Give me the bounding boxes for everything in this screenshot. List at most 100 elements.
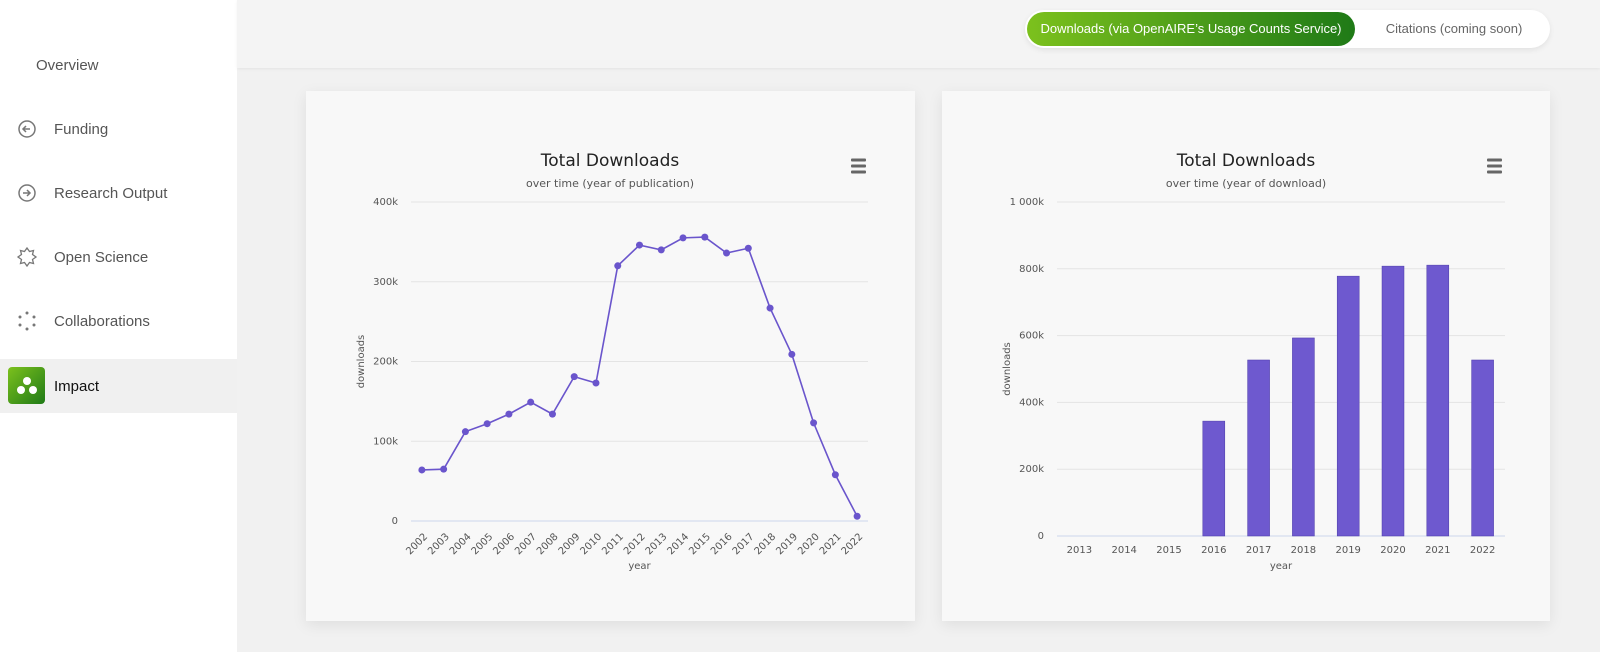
x-tick-label: 2006 [491,531,517,557]
nav-label: Research Output [54,184,168,202]
nav-label: Open Science [54,248,149,266]
x-tick-label: 2009 [557,531,583,557]
x-tick-label: 2022 [840,531,866,557]
bar [1381,265,1405,537]
data-point [701,233,709,241]
x-tick-label: 2011 [600,531,626,557]
data-point [440,465,448,473]
x-axis-title: year [628,561,651,572]
nav-label: Funding [54,120,109,138]
y-tick-label: 300k [373,277,398,288]
y-tick-label: 200k [373,357,398,368]
data-point [570,373,578,381]
data-point [592,379,600,387]
bar [1247,359,1270,537]
nav-label: Overview [36,56,99,74]
tab-bar: Downloads (via OpenAIRE’s Usage Counts S… [1025,10,1550,48]
chart-subtitle: over time (year of download) [1166,177,1326,190]
bar [1426,264,1450,537]
data-point [788,350,796,358]
tab[interactable]: Citations (coming soon) [1385,21,1523,36]
y-tick-label: 800k [1019,264,1044,275]
x-tick-label: 2016 [1201,545,1226,556]
x-tick-label: 2008 [535,531,561,557]
data-point [657,246,665,254]
data-point [527,398,535,406]
x-axis-title: year [1270,561,1293,572]
nav-item[interactable]: Research Output [0,166,237,220]
data-point [679,234,687,242]
x-tick-label: 2019 [1335,545,1360,556]
data-point [766,304,774,312]
data-point [548,410,556,418]
bar [1471,359,1494,537]
x-tick-label: 2016 [709,531,735,557]
nav-icon [16,246,38,268]
y-tick-label: 400k [1019,397,1044,408]
x-tick-label: 2013 [1067,545,1092,556]
x-tick-label: 2007 [513,531,539,557]
data-point [744,244,752,252]
nav-icon [18,184,36,202]
chart-title: Total Downloads [1176,151,1316,171]
x-tick-label: 2017 [731,531,757,557]
menu-icon [851,158,866,162]
nav-item[interactable]: Impact [0,359,237,413]
chart-subtitle: over time (year of publication) [526,177,694,190]
x-tick-label: 2021 [1425,545,1450,556]
chart: Total Downloads over time (year of downlo… [1002,151,1505,572]
bar [1202,420,1226,537]
sidebar: Overview Funding Research Output Open Sc… [0,0,237,652]
bar [1292,337,1315,537]
x-tick-label: 2013 [644,531,670,557]
nav-label: Collaborations [54,312,150,330]
menu-icon [1487,158,1502,162]
y-tick-label: 600k [1019,331,1044,342]
menu-icon [1487,164,1502,168]
x-tick-label: 2004 [448,531,474,557]
chart-card: Total Downloads over time (year of downlo… [942,91,1550,621]
nav-item[interactable]: Funding [0,102,237,156]
x-tick-label: 2020 [796,531,822,557]
y-tick-label: 200k [1019,464,1044,475]
nav-item[interactable]: Overview [0,38,237,92]
chart: Total Downloads over time (year of public… [356,151,868,572]
x-tick-label: 2015 [1156,545,1181,556]
x-tick-label: 2020 [1380,545,1405,556]
menu-icon [1487,170,1502,174]
x-tick-label: 2003 [426,531,452,557]
x-tick-label: 2021 [818,531,844,557]
menu-icon [851,164,866,168]
x-tick-label: 2017 [1246,545,1271,556]
x-tick-label: 2005 [470,531,496,557]
data-point [614,262,622,270]
menu-icon [851,170,866,174]
x-tick-label: 2015 [687,531,713,557]
y-tick-label: 0 [1038,531,1044,542]
y-axis-title: downloads [1002,342,1013,396]
data-point [505,410,513,418]
x-tick-label: 2002 [404,531,430,557]
y-tick-label: 100k [373,436,398,447]
bar [1336,275,1360,537]
x-tick-label: 2018 [753,531,779,557]
y-tick-label: 400k [373,197,398,208]
data-point [810,419,818,427]
data-point [831,471,839,479]
nav-label: Impact [54,377,100,395]
x-tick-label: 2018 [1291,545,1316,556]
x-tick-label: 2010 [578,531,604,557]
x-tick-label: 2012 [622,531,648,557]
nav-item[interactable]: Open Science [0,230,237,284]
y-axis-title: downloads [356,335,367,389]
data-point [483,420,491,428]
data-point [636,241,643,249]
line-series [421,236,858,517]
data-point [723,249,731,257]
nav-item[interactable]: Collaborations [0,294,237,348]
tab[interactable]: Downloads (via OpenAIRE’s Usage Counts S… [1027,12,1355,46]
x-tick-label: 2019 [774,531,800,557]
chart-card: Total Downloads over time (year of public… [306,91,915,621]
data-point [418,466,426,474]
